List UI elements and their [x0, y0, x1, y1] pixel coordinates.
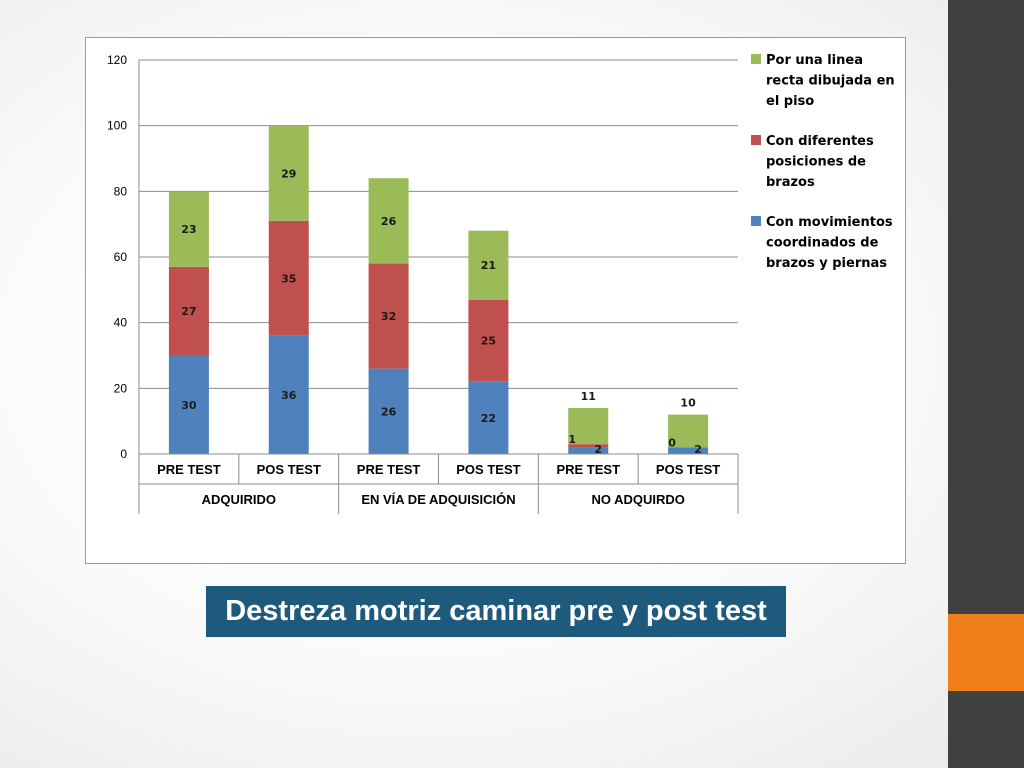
legend-swatch	[751, 135, 761, 145]
bar-segment	[268, 335, 309, 454]
bar-segment	[668, 414, 709, 448]
bar-segment	[168, 191, 209, 267]
bar-segment	[468, 299, 509, 382]
data-label: 22	[481, 412, 496, 425]
bar-segment	[568, 444, 609, 448]
bar-segment	[568, 408, 609, 445]
stacked-bar-chart: 0204060801001203027233635292632262225212…	[107, 53, 895, 514]
bar-segment	[368, 368, 409, 454]
data-label: 25	[481, 335, 496, 348]
bar-segment	[368, 263, 409, 369]
slide-title-box: Destreza motriz caminar pre y post test	[206, 586, 786, 637]
group-label: ADQUIRIDO	[202, 492, 276, 507]
data-label: 11	[581, 390, 596, 403]
x-tick-label: POS TEST	[656, 462, 720, 477]
data-label: 1	[568, 433, 576, 446]
group-label: EN VÍA DE ADQUISICIÓN	[361, 492, 515, 507]
bar-segment	[268, 125, 309, 221]
data-label: 35	[281, 272, 296, 285]
x-tick-label: PRE TEST	[157, 462, 221, 477]
data-label: 2	[594, 443, 602, 456]
legend-entry-line: coordinados de	[766, 236, 879, 251]
legend-entry-line: Con movimientos	[766, 215, 893, 230]
y-tick-label: 20	[114, 381, 128, 395]
y-tick-label: 120	[107, 53, 127, 67]
legend-entry: Con movimientos coordinados de brazos y pi…	[766, 215, 893, 271]
data-label: 26	[381, 215, 397, 228]
data-label: 10	[680, 397, 696, 410]
bar-segment	[468, 381, 509, 454]
data-label: 36	[281, 389, 297, 402]
group-label: NO ADQUIRDO	[591, 492, 684, 507]
legend-swatch	[751, 54, 761, 64]
sidebar-accent-block	[948, 614, 1024, 691]
data-label: 29	[281, 167, 296, 180]
data-label: 26	[381, 405, 397, 418]
legend-entry-line: recta dibujada en	[766, 74, 895, 89]
chart-frame: 0 20 40 60 80 100 120 30 27 23 36 35 29 26 32 26 22 25 21 2…	[85, 37, 906, 564]
legend-entry-line: Por una linea	[766, 53, 863, 68]
y-tick-label: 40	[114, 316, 128, 330]
bar-segment	[668, 447, 709, 454]
bar-segment	[168, 266, 209, 356]
slide-title: Destreza motriz caminar pre y post test	[225, 595, 767, 627]
legend-entry-line: posiciones de	[766, 155, 866, 170]
data-label: 0	[668, 436, 676, 449]
bar-segment	[168, 355, 209, 454]
bar-segment	[468, 230, 509, 300]
x-tick-label: PRE TEST	[357, 462, 421, 477]
legend-entry-line: el piso	[766, 94, 814, 109]
y-tick-label: 80	[114, 184, 128, 198]
legend-entry: Por una linea recta dibujada en el piso	[766, 53, 895, 109]
x-tick-label: POS TEST	[456, 462, 520, 477]
bar-segment	[568, 447, 609, 454]
legend-swatch	[751, 216, 761, 226]
y-tick-label: 100	[107, 119, 127, 133]
legend-entry-line: brazos	[766, 175, 815, 190]
y-tick-label: 60	[114, 250, 128, 264]
data-label: 30	[181, 399, 197, 412]
data-label: 21	[481, 259, 496, 272]
legend-entry-line: brazos y piernas	[766, 256, 887, 271]
y-tick-label: 0	[120, 447, 127, 461]
legend-entry: Con diferentes posiciones de brazos	[766, 134, 874, 190]
bar-segment	[268, 220, 309, 336]
data-label: 32	[381, 310, 396, 323]
data-label: 23	[181, 223, 196, 236]
data-label: 27	[181, 305, 196, 318]
x-tick-label: POS TEST	[257, 462, 321, 477]
x-tick-label: PRE TEST	[556, 462, 620, 477]
data-label: 2	[694, 443, 702, 456]
legend-entry-line: Con diferentes	[766, 134, 874, 149]
bar-segment	[368, 178, 409, 264]
